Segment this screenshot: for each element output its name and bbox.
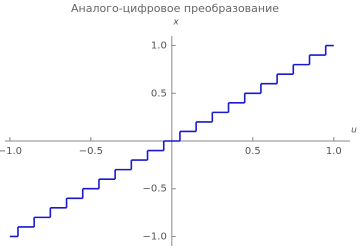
y-tick-label: −0.5 [143,184,167,195]
x-tick-label: −0.5 [79,146,103,157]
y-tick-label: 1.0 [151,41,167,52]
x-tick-label: −1.0 [0,146,22,157]
y-tick-label: −1.0 [143,231,167,242]
y-tick-label: 0.5 [151,88,167,99]
x-tick-label: 1.0 [326,146,342,157]
y-axis-label: x [172,18,179,28]
x-tick-label: 0.5 [245,146,261,157]
x-axis-label: u [351,126,357,136]
chart-title: Аналого-цифровое преобразование [71,2,279,15]
